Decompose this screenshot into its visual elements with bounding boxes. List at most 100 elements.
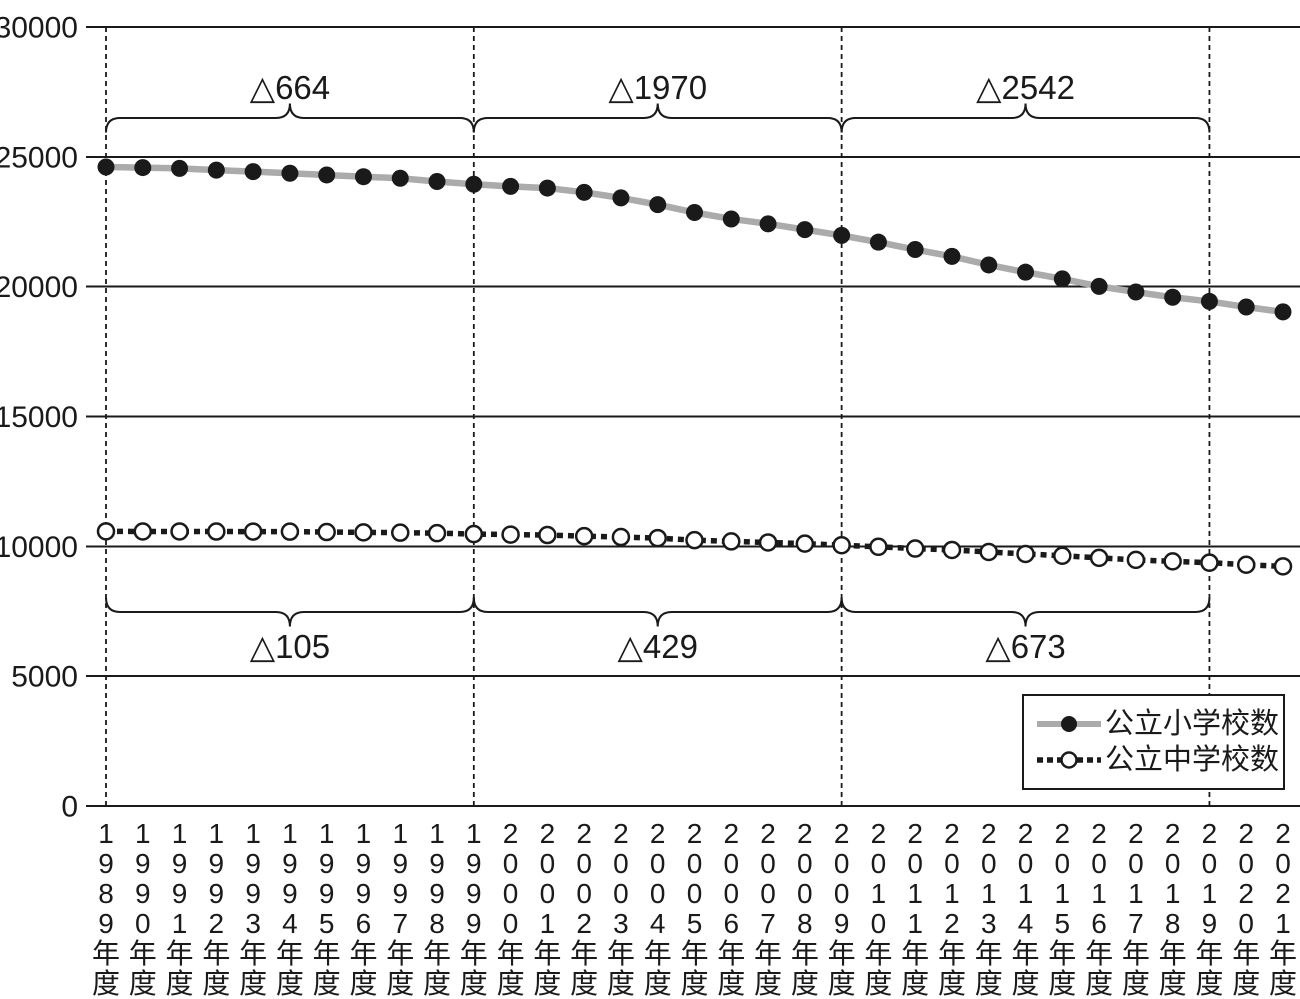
junior-high-point-1994 — [280, 522, 300, 541]
junior-high-point-1989 — [96, 522, 116, 541]
junior-high-point-2011 — [905, 539, 925, 558]
x-tick-label-2018: 2 0 1 8 年度 — [1159, 818, 1187, 999]
elementary-point-1989 — [97, 158, 115, 176]
top-brace-1 — [105, 103, 475, 133]
elementary-point-2003 — [612, 189, 630, 207]
elementary-point-2018 — [1164, 288, 1182, 306]
junior-high-point-2013 — [979, 542, 998, 562]
y-tick-label-25000: 25000 — [0, 141, 78, 174]
bottom-brace-1 — [105, 597, 475, 627]
x-tick-label-2007: 2 0 0 7 年度 — [754, 818, 782, 999]
junior-high-point-1996 — [354, 523, 373, 542]
top-brace-2 — [472, 103, 843, 133]
bottom-brace-label-1: △105 — [250, 628, 330, 665]
x-tick-label-2000: 2 0 0 0 年度 — [497, 818, 525, 999]
bottom-brace-label-2: △429 — [618, 628, 698, 665]
bottom-brace-2 — [472, 597, 843, 627]
x-tick-label-1993: 1 9 9 3 年度 — [239, 818, 267, 999]
x-tick-label-2012: 2 0 1 2 年度 — [938, 818, 966, 999]
y-tick-label-20000: 20000 — [0, 271, 78, 304]
x-tick-label-2011: 2 0 1 1 年度 — [901, 818, 929, 999]
top-brace-3 — [840, 103, 1211, 133]
junior-high-point-2021 — [1273, 557, 1293, 576]
junior-high-point-1999 — [464, 524, 484, 544]
junior-high-point-2016 — [1089, 548, 1109, 568]
elementary-point-2011 — [906, 241, 924, 259]
x-tick-label-1994: 1 9 9 4 年度 — [276, 818, 304, 999]
x-tick-label-2016: 2 0 1 6 年度 — [1085, 818, 1113, 999]
elementary-point-1996 — [354, 168, 372, 186]
x-tick-label-2003: 2 0 0 3 年度 — [607, 818, 635, 999]
x-tick-label-2005: 2 0 0 5 年度 — [680, 818, 708, 999]
elementary-series — [97, 158, 1292, 321]
junior-high-point-1995 — [317, 522, 336, 542]
top-brace-label-1: △664 — [250, 69, 330, 106]
elementary-point-2005 — [686, 204, 703, 222]
x-tick-label-2008: 2 0 0 8 年度 — [791, 818, 819, 999]
x-tick-label-2014: 2 0 1 4 年度 — [1012, 818, 1040, 999]
elementary-point-2009 — [833, 226, 851, 244]
x-tick-label-1995: 1 9 9 5 年度 — [313, 818, 341, 999]
annotations: △664 △1970 △2542 △105 △429 △673 — [105, 69, 1211, 665]
x-tick-label-2013: 2 0 1 3 年度 — [975, 818, 1003, 999]
elementary-point-2007 — [759, 215, 777, 233]
top-brace-label-2: △1970 — [608, 69, 707, 106]
junior-high-point-2003 — [611, 527, 631, 547]
elementary-point-2014 — [1017, 263, 1035, 281]
x-tick-label-1996: 1 9 9 6 年度 — [349, 818, 377, 999]
y-tick-label-30000: 30000 — [0, 12, 78, 45]
bottom-brace-3 — [840, 597, 1211, 627]
x-tick-label-1999: 1 9 9 9 年度 — [460, 818, 488, 999]
x-tick-label-2009: 2 0 0 9 年度 — [828, 818, 856, 999]
elementary-point-1993 — [244, 163, 262, 181]
elementary-point-1995 — [318, 166, 336, 184]
elementary-point-2002 — [575, 183, 593, 201]
legend-label-junior-high: 公立中学校数 — [1105, 743, 1280, 776]
junior-high-point-1990 — [133, 522, 153, 541]
junior-high-point-2008 — [795, 534, 815, 553]
x-tick-label-1992: 1 9 9 2 年度 — [202, 818, 230, 999]
junior-high-point-2019 — [1200, 553, 1219, 572]
junior-high-point-2009 — [832, 535, 851, 555]
x-tick-label-1998: 1 9 9 8 年度 — [423, 818, 451, 999]
elementary-point-2013 — [980, 256, 998, 274]
junior-high-point-2018 — [1163, 552, 1182, 571]
elementary-point-2001 — [538, 179, 556, 197]
x-tick-label-2020: 2 0 2 0 年度 — [1232, 818, 1260, 999]
elementary-point-2019 — [1200, 292, 1218, 310]
junior-high-series — [96, 522, 1293, 576]
elementary-series-line-marker-icon — [1037, 716, 1101, 732]
y-tick-label-0: 0 — [61, 791, 78, 824]
x-tick-label-2010: 2 0 1 0 年度 — [864, 818, 892, 999]
junior-high-point-1997 — [391, 523, 410, 542]
elementary-point-1990 — [134, 159, 152, 177]
elementary-point-2010 — [869, 233, 887, 251]
x-tick-label-1997: 1 9 9 7 年度 — [386, 818, 414, 999]
x-tick-label-2015: 2 0 1 5 年度 — [1048, 818, 1076, 999]
junior-high-point-1992 — [207, 522, 226, 541]
elementary-point-2012 — [943, 247, 961, 265]
bottom-brace-label-3: △673 — [985, 628, 1065, 665]
junior-high-point-2001 — [538, 525, 557, 545]
elementary-point-1992 — [207, 161, 225, 179]
junior-high-point-2010 — [869, 537, 888, 557]
x-tick-label-2001: 2 0 0 1 年度 — [533, 818, 561, 999]
top-brace-label-3: △2542 — [976, 69, 1075, 106]
gridlines — [86, 26, 1300, 807]
x-tick-label-2021: 2 0 2 1 年度 — [1269, 818, 1297, 999]
elementary-point-2000 — [502, 177, 520, 195]
junior-high-point-2007 — [758, 533, 778, 552]
legend-item-elementary: 公立小学校数 — [1035, 709, 1283, 739]
legend: 公立小学校数 公立中学校数 — [1022, 694, 1285, 790]
junior-high-series-line-marker-icon — [1037, 751, 1101, 769]
elementary-point-1998 — [428, 172, 446, 190]
junior-high-point-2000 — [501, 525, 520, 544]
x-tick-label-2002: 2 0 0 2 年度 — [570, 818, 598, 999]
dashed-reference-lines — [105, 27, 1211, 806]
x-tick-label-2017: 2 0 1 7 年度 — [1122, 818, 1150, 999]
x-tick-label-2004: 2 0 0 4 年度 — [644, 818, 672, 999]
elementary-point-2004 — [649, 196, 667, 214]
x-tick-label-1991: 1 9 9 1 年度 — [166, 818, 194, 999]
elementary-point-2021 — [1274, 303, 1292, 321]
